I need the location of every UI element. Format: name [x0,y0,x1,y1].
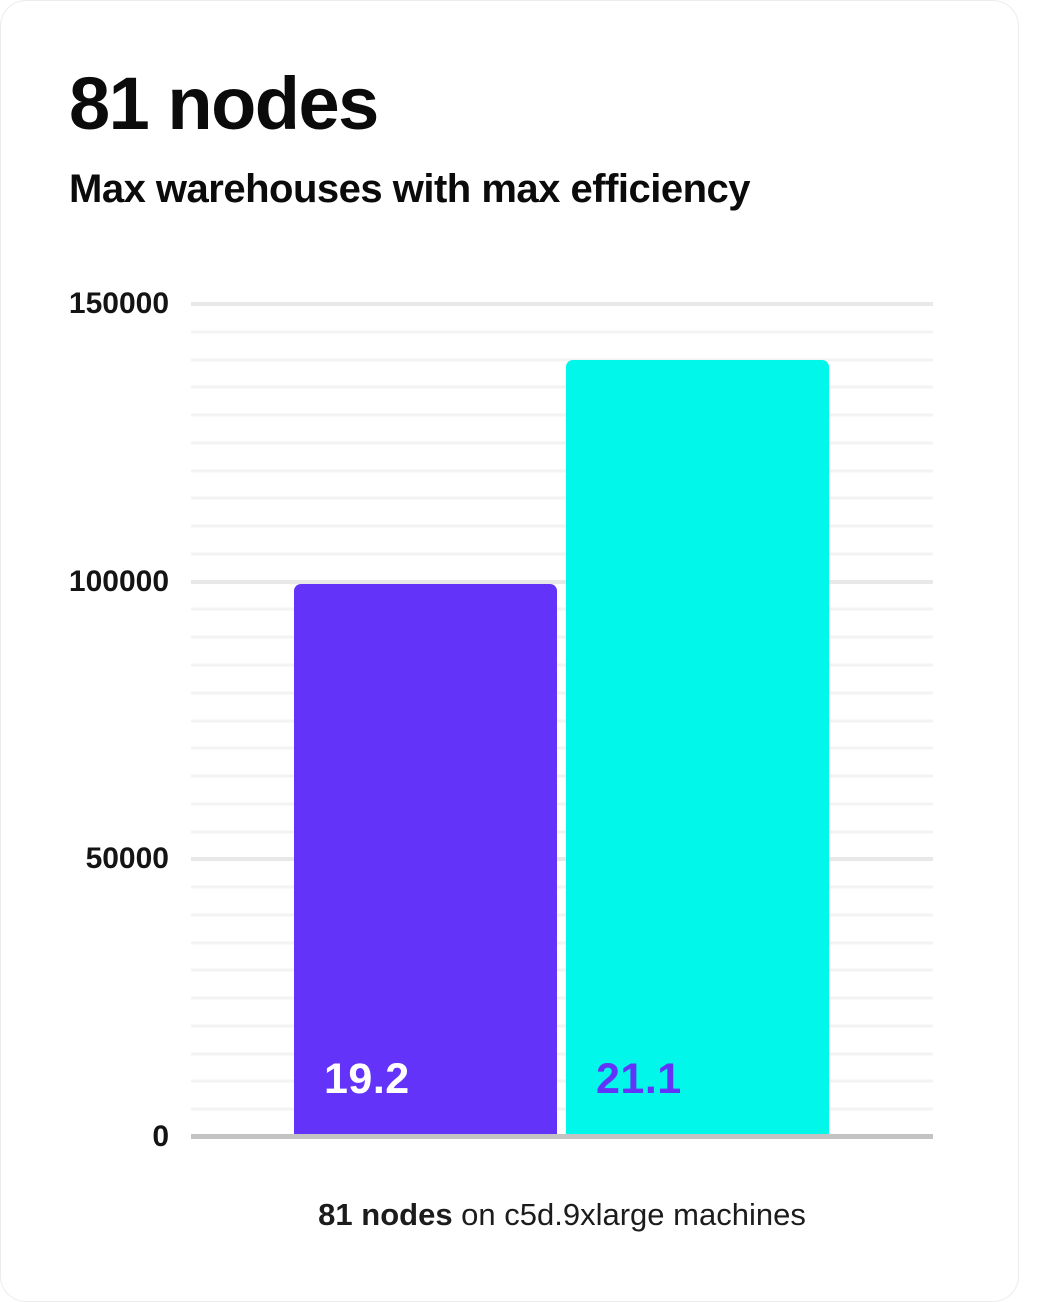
minor-gridline [191,1079,933,1083]
minor-gridline [191,524,933,528]
x-axis-baseline [191,1134,933,1139]
minor-gridline [191,469,933,473]
minor-gridline [191,330,933,334]
chart-title: 81 nodes [69,62,379,145]
minor-gridline [191,635,933,639]
minor-gridline [191,941,933,945]
chart-caption: 81 nodes on c5d.9xlarge machines [191,1197,933,1233]
minor-gridline [191,885,933,889]
minor-gridline [191,1107,933,1111]
y-tick-label: 100000 [68,564,169,598]
bar-label: 21.1 [596,1055,682,1103]
y-tick-label: 150000 [68,287,169,320]
minor-gridline [191,691,933,695]
minor-gridline [191,607,933,611]
minor-gridline [191,802,933,806]
major-gridline [191,302,933,306]
bar-label: 19.2 [324,1055,410,1103]
minor-gridline [191,996,933,1000]
minor-gridline [191,1052,933,1056]
minor-gridline [191,774,933,778]
minor-gridline [191,913,933,917]
minor-gridline [191,441,933,445]
y-tick-label: 50000 [85,842,169,876]
minor-gridline [191,496,933,500]
minor-gridline [191,719,933,722]
minor-gridline [191,968,933,972]
bar-21.1: 21.1 [566,359,829,1137]
minor-gridline [191,830,933,834]
minor-gridline [191,385,933,389]
minor-gridline [191,746,933,750]
caption-bold-text: 81 nodes [318,1197,453,1232]
major-gridline [191,857,933,862]
minor-gridline [191,1024,933,1028]
y-tick-label: 0 [152,1120,169,1153]
minor-gridline [191,358,933,362]
minor-gridline [191,413,933,417]
bar-chart-plot-area: 0 50000 100000 150000 19.2 21.1 [69,289,933,1152]
minor-gridline [191,663,933,667]
chart-card: 81 nodes Max warehouses with max efficie… [0,0,1019,1302]
major-gridline [191,579,933,584]
caption-rest-text: on c5d.9xlarge machines [452,1197,806,1232]
chart-subtitle: Max warehouses with max efficiency [69,167,751,211]
bar-19.2: 19.2 [294,584,557,1137]
minor-gridline [191,552,933,556]
